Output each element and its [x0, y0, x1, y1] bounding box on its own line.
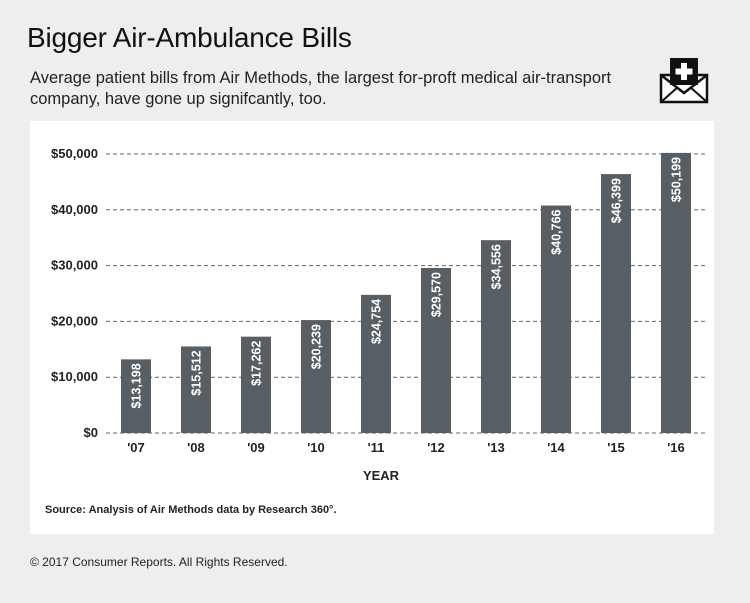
bar [121, 359, 151, 433]
x-tick-label: '12 [427, 440, 445, 455]
copyright-text: © 2017 Consumer Reports. All Rights Rese… [30, 555, 288, 569]
bar-value-label: $13,198 [130, 363, 144, 408]
bar [541, 205, 571, 433]
x-tick-label: '15 [607, 440, 625, 455]
x-tick-label: '16 [667, 440, 685, 455]
y-tick-label: $0 [84, 425, 98, 440]
bar-value-label: $24,754 [370, 299, 384, 344]
bar-value-label: $20,239 [310, 324, 324, 369]
bar-value-label: $46,399 [610, 178, 624, 223]
x-axis-label: YEAR [363, 468, 400, 483]
chart-title: Bigger Air-Ambulance Bills [27, 22, 352, 53]
y-tick-label: $20,000 [51, 313, 98, 328]
bar-value-label: $50,199 [670, 157, 684, 202]
y-tick-label: $50,000 [51, 146, 98, 161]
bar-value-label: $34,556 [490, 244, 504, 289]
x-tick-label: '08 [187, 440, 205, 455]
y-tick-label: $10,000 [51, 369, 98, 384]
source-note: Source: Analysis of Air Methods data by … [45, 504, 337, 516]
x-tick-label: '07 [127, 440, 145, 455]
bar-chart: $0 $10,000 $20,000 $30,000 $40,000 $50,000 $13… [45, 146, 706, 516]
bar-value-label: $40,766 [550, 209, 564, 254]
x-tick-label: '14 [547, 440, 565, 455]
bar [601, 174, 631, 434]
bar [361, 294, 391, 433]
x-tick-label: '10 [307, 440, 325, 455]
bar [481, 240, 511, 433]
x-tick-label: '11 [368, 440, 385, 455]
y-tick-label: $30,000 [51, 258, 98, 273]
x-tick-label: '13 [487, 440, 505, 455]
bar-value-label: $29,570 [430, 272, 444, 317]
bar [421, 267, 451, 433]
bar [241, 336, 271, 433]
medical-envelope-icon [659, 58, 709, 104]
chart-subtitle: Average patient bills from Air Methods, … [30, 69, 612, 108]
bar [181, 346, 211, 433]
bar [661, 152, 691, 433]
bar [301, 320, 331, 433]
bar-value-label: $15,512 [190, 350, 204, 395]
bar-value-label: $17,262 [250, 341, 264, 386]
x-tick-label: '09 [247, 440, 265, 455]
chart-panel: $0 $10,000 $20,000 $30,000 $40,000 $50,000 $13… [30, 121, 714, 534]
y-tick-label: $40,000 [51, 202, 98, 217]
